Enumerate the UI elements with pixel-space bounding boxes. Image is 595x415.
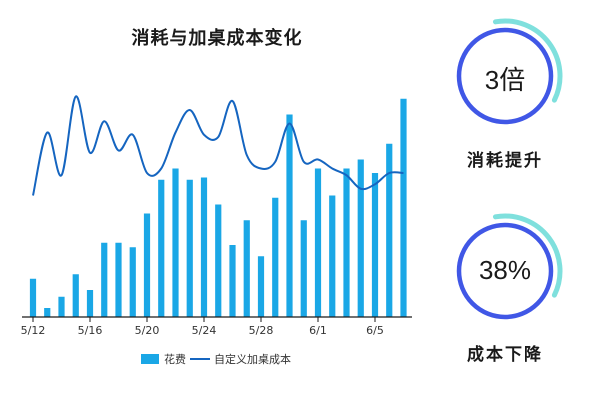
legend-swatch-spend xyxy=(141,354,159,364)
x-tick-label: 5/20 xyxy=(135,324,160,337)
bar-5-30 xyxy=(286,114,293,317)
legend-label-cost: 自定义加桌成本 xyxy=(214,352,291,366)
x-tick-label: 5/28 xyxy=(249,324,274,337)
bar-6-5 xyxy=(371,173,379,317)
kpi-value-cost: 38% xyxy=(478,255,532,285)
cost-line-series xyxy=(32,95,404,196)
legend: 花费 自定义加桌成本 xyxy=(141,352,291,366)
bar-6-6 xyxy=(386,143,393,317)
bar-5-25 xyxy=(215,204,222,317)
bar-5-29 xyxy=(272,197,279,317)
legend-label-spend: 花费 xyxy=(164,353,186,366)
x-ticks: 5/12 5/16 5/20 5/24 5/28 6/1 6/5 xyxy=(21,317,384,337)
bar-5-21 xyxy=(158,179,165,317)
bar-5-14 xyxy=(58,296,65,317)
bar-5-28 xyxy=(257,256,265,317)
bar-5-15 xyxy=(72,274,79,317)
kpi-label-consumption: 消耗提升 xyxy=(467,151,543,171)
bar-5-18 xyxy=(115,242,122,317)
x-tick-label: 6/1 xyxy=(309,324,327,337)
bar-6-7 xyxy=(400,98,407,317)
kpi-ring-accent xyxy=(492,18,563,103)
bar-5-13 xyxy=(44,308,51,317)
bar-5-23 xyxy=(186,179,193,317)
chart-title: 消耗与加桌成本变化 xyxy=(131,28,303,49)
bar-5-17 xyxy=(101,242,108,317)
bar-series xyxy=(29,98,407,317)
kpi-label-cost: 成本下降 xyxy=(467,345,543,365)
bar-5-31 xyxy=(300,220,307,317)
bar-6-2 xyxy=(329,195,336,317)
bar-5-27 xyxy=(243,220,250,317)
bar-5-19 xyxy=(129,247,136,317)
bar-5-16 xyxy=(86,290,94,317)
bar-5-24 xyxy=(200,177,208,317)
x-tick-label: 6/5 xyxy=(366,324,384,337)
kpi-value-consumption: 3倍 xyxy=(484,65,526,95)
bar-5-20 xyxy=(143,213,151,317)
x-tick-label: 5/24 xyxy=(192,324,217,337)
kpi-ring-cost xyxy=(456,213,563,320)
bar-6-1 xyxy=(314,168,322,317)
bar-5-26 xyxy=(229,245,236,317)
bar-6-4 xyxy=(357,159,364,317)
bar-6-3 xyxy=(343,168,350,317)
kpi-ring-consumption xyxy=(456,18,563,125)
x-tick-label: 5/16 xyxy=(78,324,103,337)
x-tick-label: 5/12 xyxy=(21,324,46,337)
kpi-ring-accent xyxy=(492,213,563,298)
bar-5-12 xyxy=(29,278,37,317)
bar-5-22 xyxy=(172,168,179,317)
